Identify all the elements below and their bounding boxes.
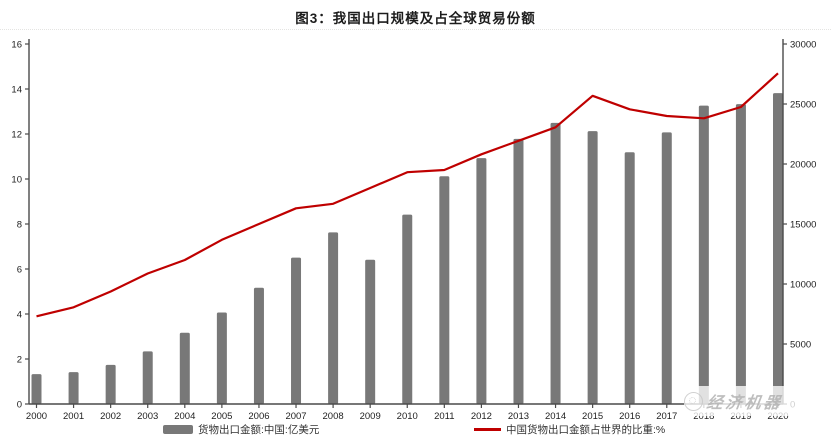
x-tick-label: 2008 [323,411,344,422]
right-axis-tick-label: 20000 [790,160,816,171]
x-tick-label: 2013 [508,411,529,422]
bar-2003 [142,351,153,404]
left-axis-tick-label: 16 [11,40,22,51]
bar-series-swatch-icon [163,425,193,434]
left-axis-tick-label: 10 [11,175,22,186]
x-tick-label: 2007 [285,411,306,422]
x-tick-label: 2018 [693,411,714,422]
x-tick-label: 2020 [767,411,788,422]
bar-2008 [328,232,339,404]
right-axis-tick-label: 10000 [790,280,816,291]
x-tick-label: 2010 [397,411,418,422]
bar-2012 [476,158,487,404]
bar-2007 [291,257,302,404]
share-line [36,72,779,318]
left-axis-tick-label: 12 [11,130,22,141]
legend-line-label: 中国货物出口金额占世界的比重:% [506,424,666,436]
x-tick-label: 2009 [360,411,381,422]
bar-2015 [587,131,598,404]
x-tick-label: 2016 [619,411,640,422]
right-axis-tick-label: 25000 [790,100,816,111]
x-tick-label: 2017 [656,411,677,422]
bar-2009 [365,259,376,404]
x-tick-label: 2019 [730,411,751,422]
bar-2001 [68,372,79,404]
x-tick-label: 2001 [63,411,84,422]
bar-2020 [773,93,783,405]
x-tick-label: 2006 [248,411,269,422]
bar-2002 [105,364,116,404]
bar-2019 [735,104,746,405]
bar-2000 [31,374,42,404]
bar-2006 [253,287,264,404]
left-axis-tick-label: 14 [11,85,22,96]
legend-bar-label: 货物出口金额:中国:亿美元 [198,424,320,436]
legend-item-share: 中国货物出口金额占世界的比重:% [474,422,665,437]
bar-2016 [624,152,635,404]
bar-2013 [513,138,524,405]
title-separator-line [0,29,831,30]
left-axis-tick-label: 0 [17,400,22,411]
bar-2018 [698,105,709,404]
bar-2004 [179,332,190,404]
x-tick-label: 2005 [211,411,232,422]
bar-2011 [439,176,450,404]
right-axis-tick-label: 0 [790,400,795,411]
x-tick-label: 2011 [434,411,454,422]
line-series-swatch-icon [474,428,501,431]
right-axis-tick-label: 15000 [790,220,816,231]
left-axis-tick-label: 6 [17,265,22,276]
left-axis-tick-label: 8 [17,220,22,231]
x-tick-label: 2002 [100,411,121,422]
x-tick-label: 2015 [582,411,603,422]
x-tick-label: 2014 [545,411,566,422]
bar-2017 [661,132,672,405]
left-axis-tick-label: 4 [17,310,22,321]
x-tick-label: 2000 [26,411,47,422]
left-axis-tick-label: 2 [17,355,22,366]
x-tick-label: 2003 [137,411,158,422]
right-axis-tick-label: 30000 [790,40,816,51]
bar-2014 [550,122,561,404]
bar-2005 [216,312,227,404]
chart-title: 图3：我国出口规模及占全球贸易份额 [295,11,536,26]
bar-2010 [402,214,413,404]
legend-item-exports: 货物出口金额:中国:亿美元 [163,422,319,437]
right-axis-tick-label: 5000 [790,340,811,351]
x-tick-label: 2004 [174,411,195,422]
x-tick-label: 2012 [471,411,492,422]
